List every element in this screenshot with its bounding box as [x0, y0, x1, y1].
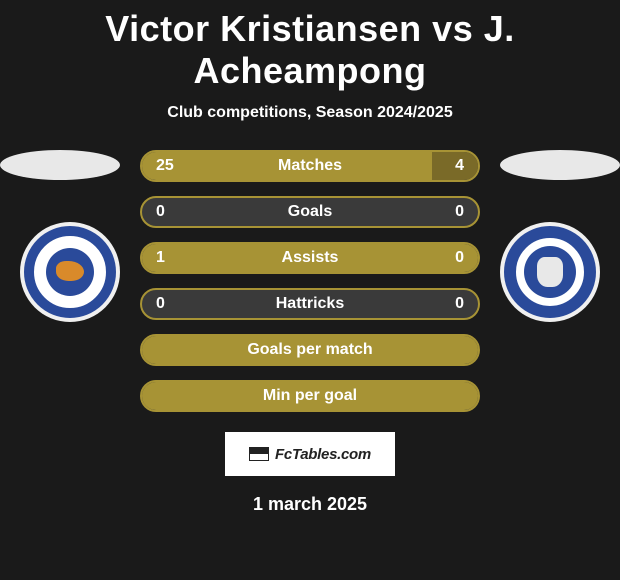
bar-value-right: 0: [455, 249, 464, 267]
bar-value-left: 0: [156, 203, 165, 221]
stat-bar-row: Matches25 4: [140, 150, 480, 182]
stat-bars: Matches254Goals00Assists10Hattricks00Goa…: [140, 150, 480, 412]
flag-icon: [249, 447, 269, 461]
player-right-ellipse: [500, 150, 620, 180]
player-left-ellipse: [0, 150, 120, 180]
bar-label: Assists: [142, 249, 478, 267]
bar-label: Matches: [142, 157, 478, 175]
team-right-badge: [500, 222, 600, 322]
bar-value-right: 0: [455, 203, 464, 221]
page-subtitle: Club competitions, Season 2024/2025: [0, 104, 620, 122]
bar-label: Goals: [142, 203, 478, 221]
stat-bar-row: Assists1 0: [140, 242, 480, 274]
bar-value-left: 1: [156, 249, 165, 267]
fox-icon: [56, 261, 84, 281]
bar-label: Hattricks: [142, 295, 478, 313]
footer-logo-text: FcTables.com: [275, 446, 371, 463]
bar-label: Min per goal: [142, 387, 478, 405]
stat-bar-row: Goals0 0: [140, 196, 480, 228]
stat-bar-row: Goals per match: [140, 334, 480, 366]
bar-value-right: 4: [455, 157, 464, 175]
footer-logo: FcTables.com: [225, 432, 395, 476]
bar-value-left: 25: [156, 157, 174, 175]
bar-label: Goals per match: [142, 341, 478, 359]
stat-bar-row: Min per goal: [140, 380, 480, 412]
page-title: Victor Kristiansen vs J. Acheampong: [0, 0, 620, 92]
stat-bar-row: Hattricks0 0: [140, 288, 480, 320]
team-left-badge: [20, 222, 120, 322]
lion-icon: [537, 257, 563, 287]
bar-value-right: 0: [455, 295, 464, 313]
bar-value-left: 0: [156, 295, 165, 313]
comparison-content: Matches254Goals00Assists10Hattricks00Goa…: [0, 150, 620, 412]
footer-date: 1 march 2025: [0, 494, 620, 515]
